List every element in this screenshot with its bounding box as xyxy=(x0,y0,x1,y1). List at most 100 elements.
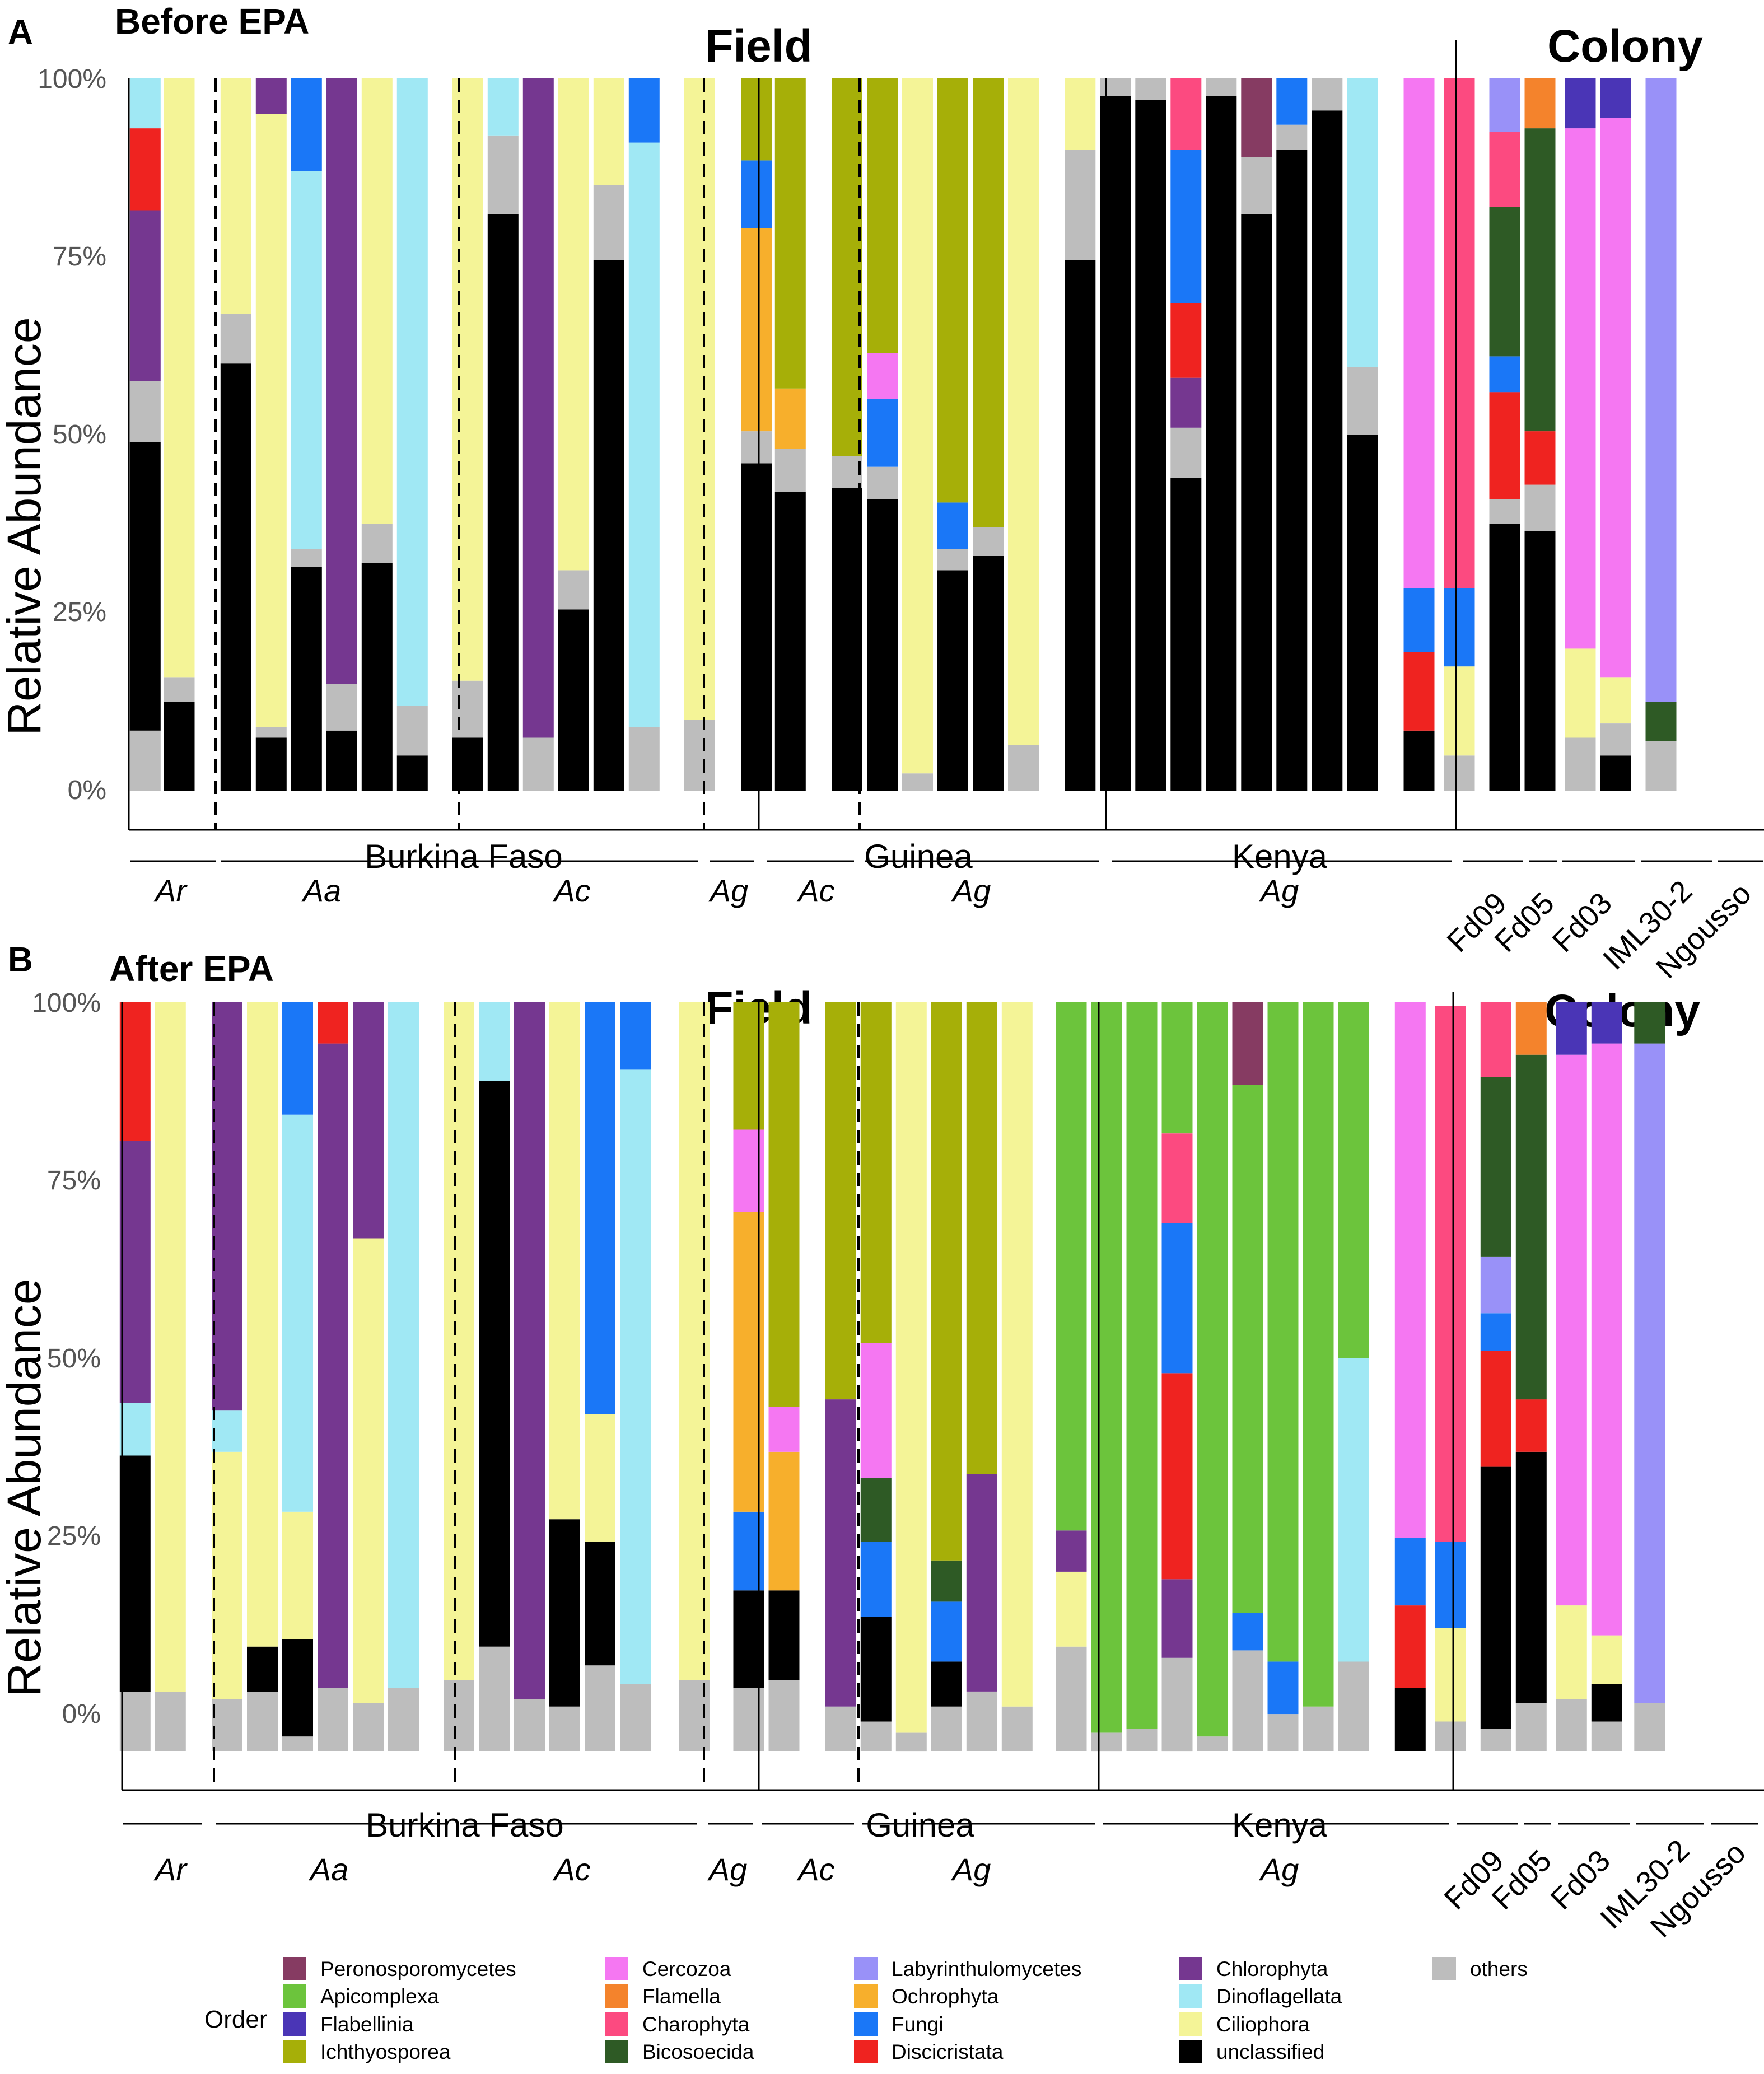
legend-label-apicomplexa: Apicomplexa xyxy=(320,1985,439,2008)
bar-segment-others xyxy=(1056,1646,1087,1751)
bar-segment-chlorophyta xyxy=(326,78,357,684)
region-label-kenya-a: Kenya xyxy=(1232,838,1328,875)
legend-item-peronosporomycetes: Peronosporomycetes xyxy=(283,1957,516,1980)
species-label-guinea-ac-b: Ac xyxy=(796,1852,834,1887)
bar-segment-others xyxy=(1600,723,1631,756)
bar-segment-ichthyosporea xyxy=(860,1002,892,1343)
species-label-kenya-ag-b: Ag xyxy=(1259,1852,1299,1887)
bar-segment-unclassified xyxy=(1347,435,1378,791)
bars-panel-b xyxy=(119,1002,1665,1752)
bar-segment-others xyxy=(129,730,161,791)
bar-segment-cercozoa xyxy=(1591,1043,1622,1636)
bar-segment-apicomplexa xyxy=(1126,1002,1158,1729)
legend-label-peronosporomycetes: Peronosporomycetes xyxy=(320,1958,516,1980)
bar-segment-others xyxy=(860,1721,892,1751)
region-label-guinea-a: Guinea xyxy=(864,838,973,875)
bar-segment-others xyxy=(1338,1661,1369,1751)
bar-segment-others xyxy=(1065,150,1096,260)
bar-segment-others xyxy=(973,527,1004,556)
bar-segment-others xyxy=(558,570,589,610)
bar-segment-chlorophyta xyxy=(119,1141,151,1403)
bar-segment-others xyxy=(514,1699,545,1751)
bar-segment-ciliophora xyxy=(593,78,624,185)
bar-segment-chlorophyta xyxy=(825,1399,856,1707)
bar-segment-fungi xyxy=(628,78,660,143)
bar-segment-ciliophora xyxy=(1565,648,1596,738)
region-label-burkina-faso-b: Burkina Faso xyxy=(366,1806,564,1844)
bar-segment-flamella xyxy=(1515,1002,1547,1055)
bar-segment-unclassified xyxy=(937,570,968,791)
bar-segment-unclassified xyxy=(1135,100,1166,792)
bar-segment-cercozoa xyxy=(1565,128,1596,649)
panel-a: A Before EPA Field Colony Relative Abund… xyxy=(0,1,1764,985)
bar-segment-ichthyosporea xyxy=(768,1002,800,1407)
y-tick-0-a: 0% xyxy=(68,776,106,805)
bar-segment-labyrinthulomycetes xyxy=(1480,1256,1511,1314)
bar-segment-chlorophyta xyxy=(129,210,161,381)
bar-segment-chlorophyta xyxy=(522,78,554,738)
legend-label-unclassified: unclassified xyxy=(1216,2040,1324,2063)
bar-segment-bicosoecida xyxy=(1489,207,1520,357)
bar-segment-others xyxy=(255,727,287,738)
bar-segment-dinoflagellata xyxy=(388,1002,419,1688)
legend-label-others: others xyxy=(1470,1958,1528,1980)
bar-segment-dinoflagellata xyxy=(1347,78,1378,367)
bar-segment-others xyxy=(1197,1736,1228,1751)
bar-segment-ichthyosporea xyxy=(741,78,772,161)
bar-segment-unclassified xyxy=(867,499,898,791)
legend-item-dinoflagellata: Dinoflagellata xyxy=(1179,1984,1342,2008)
bar-segment-unclassified xyxy=(1480,1466,1511,1729)
bar-segment-ochrophyta xyxy=(741,228,772,432)
bar-segment-others xyxy=(452,680,483,738)
bar-segment-discicristata xyxy=(1394,1605,1426,1688)
bar-segment-ichthyosporea xyxy=(867,78,898,353)
bar-segment-ciliophora xyxy=(558,78,589,571)
bar-segment-fungi xyxy=(1170,150,1202,303)
bar-segment-ciliophora xyxy=(247,1002,278,1647)
bar-segment-ochrophyta xyxy=(768,1451,800,1591)
bar-segment-fungi xyxy=(741,160,772,228)
bar-segment-chlorophyta xyxy=(1161,1579,1193,1658)
bar-segment-ciliophora xyxy=(1435,1628,1466,1722)
bar-segment-others xyxy=(1524,484,1556,531)
bar-segment-fungi xyxy=(860,1542,892,1617)
species-label-ac-b: Ac xyxy=(552,1852,590,1887)
bar-segment-bicosoecida xyxy=(1634,1002,1665,1044)
bar-segment-charophyta xyxy=(1161,1133,1193,1223)
bar-segment-others xyxy=(902,773,933,791)
bar-segment-ciliophora xyxy=(155,1002,186,1692)
legend-swatch-flabellinia xyxy=(283,2012,306,2036)
species-label-aa-a: Aa xyxy=(301,873,342,908)
bar-segment-charophyta xyxy=(1444,78,1475,588)
bar-segment-unclassified xyxy=(1394,1688,1426,1751)
bar-segment-ciliophora xyxy=(164,78,195,678)
bar-segment-ciliophora xyxy=(353,1238,384,1703)
species-label-aa-b: Aa xyxy=(309,1852,349,1887)
bar-segment-cercozoa xyxy=(1600,118,1631,678)
bar-segment-others xyxy=(1347,367,1378,435)
bar-segment-unclassified xyxy=(247,1646,278,1692)
y-tick-50-a: 50% xyxy=(53,420,106,450)
bar-segment-others xyxy=(1435,1721,1466,1751)
bar-segment-others xyxy=(326,684,357,731)
species-label-guinea-ag-a: Ag xyxy=(951,873,991,908)
bar-segment-fungi xyxy=(1232,1613,1263,1651)
legend-item-unclassified: unclassified xyxy=(1179,2040,1324,2063)
bar-segment-others xyxy=(1126,1729,1158,1751)
bar-segment-fungi xyxy=(1394,1538,1426,1606)
bar-segment-ciliophora xyxy=(895,1002,927,1733)
bar-segment-others xyxy=(119,1692,151,1751)
bar-segment-bicosoecida xyxy=(1515,1054,1547,1400)
bar-segment-dinoflagellata xyxy=(291,171,322,549)
bar-segment-others xyxy=(1444,755,1475,791)
bar-segment-unclassified xyxy=(973,555,1004,791)
bar-segment-bicosoecida xyxy=(1645,702,1677,741)
legend-swatch-fungi xyxy=(854,2012,878,2036)
bar-segment-apicomplexa xyxy=(1161,1002,1193,1134)
bar-segment-unclassified xyxy=(487,213,519,791)
bar-segment-others xyxy=(1008,745,1039,791)
legend-item-labyrinthulomycetes: Labyrinthulomycetes xyxy=(854,1957,1081,1980)
bar-segment-unclassified xyxy=(1065,260,1096,792)
bar-segment-dinoflagellata xyxy=(396,78,428,706)
